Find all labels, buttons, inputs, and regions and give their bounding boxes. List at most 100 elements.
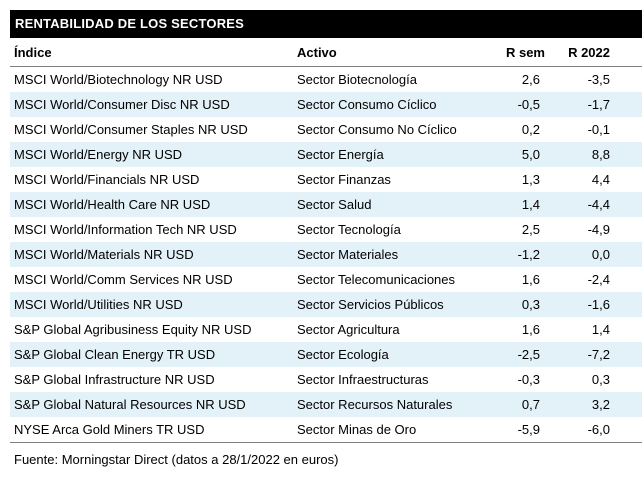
indice-cell: MSCI World/Financials NR USD: [14, 172, 200, 187]
r-sem-cell: 1,6: [521, 272, 540, 287]
r-sem-cell: -5,9: [480, 417, 545, 443]
activo-cell: Sector Finanzas: [297, 172, 391, 187]
table-row: S&P Global Infrastructure NR USD Sector …: [10, 367, 642, 392]
activo-cell: Sector Materiales: [293, 242, 480, 267]
report-title: RENTABILIDAD DE LOS SECTORES: [10, 10, 642, 38]
indice-cell: MSCI World/Consumer Disc NR USD: [10, 92, 293, 117]
table-row: MSCI World/Comm Services NR USD Sector T…: [10, 267, 642, 292]
indice-cell: MSCI World/Energy NR USD: [10, 142, 293, 167]
activo-cell: Sector Ecología: [293, 342, 480, 367]
r-2022-cell: -4,9: [587, 222, 610, 237]
r-sem-cell: 2,5: [521, 222, 540, 237]
table-row: S&P Global Clean Energy TR USD Sector Ec…: [10, 342, 642, 367]
r-2022-cell: -6,0: [545, 417, 610, 443]
r-sem-cell: 1,4: [480, 192, 545, 217]
table-row: MSCI World/Financials NR USD Sector Fina…: [10, 167, 642, 192]
table-row: S&P Global Agribusiness Equity NR USD Se…: [10, 317, 642, 342]
indice-cell: MSCI World/Consumer Staples NR USD: [14, 122, 248, 137]
table-header: Índice Activo R sem R 2022: [10, 38, 642, 67]
column-header-r-2022: R 2022: [545, 38, 610, 67]
table-row: MSCI World/Consumer Staples NR USD Secto…: [10, 117, 642, 142]
r-2022-cell: 8,8: [545, 142, 610, 167]
activo-cell: Sector Biotecnología: [297, 72, 417, 87]
activo-cell: Sector Infraestructuras: [297, 372, 429, 387]
spacer-cell: [610, 292, 642, 317]
r-2022-cell: -1,7: [545, 92, 610, 117]
column-header-r-sem: R sem: [480, 38, 545, 67]
activo-cell: Sector Tecnología: [297, 222, 401, 237]
r-2022-cell: -7,2: [545, 342, 610, 367]
r-sem-cell: 2,6: [521, 72, 540, 87]
indice-cell: MSCI World/Utilities NR USD: [10, 292, 293, 317]
r-sem-cell: 1,6: [521, 322, 540, 337]
r-2022-cell: -4,4: [545, 192, 610, 217]
r-sem-cell: 5,0: [480, 142, 545, 167]
r-2022-cell: -3,5: [587, 72, 610, 87]
spacer-cell: [610, 367, 642, 392]
spacer-cell: [610, 67, 642, 93]
column-header-spacer: [610, 38, 642, 67]
activo-cell: Sector Energía: [293, 142, 480, 167]
sector-returns-report: RENTABILIDAD DE LOS SECTORES Índice Acti…: [10, 10, 642, 467]
source-note: Fuente: Morningstar Direct (datos a 28/1…: [14, 452, 339, 467]
r-sem-cell: -0,3: [517, 372, 540, 387]
spacer-cell: [610, 242, 642, 267]
activo-cell: Sector Minas de Oro: [293, 417, 480, 443]
spacer-cell: [610, 342, 642, 367]
r-2022-cell: 0,0: [545, 242, 610, 267]
table-row: MSCI World/Information Tech NR USD Secto…: [10, 217, 642, 242]
table-body: MSCI World/Biotechnology NR USD Sector B…: [10, 67, 642, 443]
spacer-cell: [610, 217, 642, 242]
column-header-activo: Activo: [293, 38, 480, 67]
sector-returns-table: Índice Activo R sem R 2022 MSCI World/Bi…: [10, 38, 642, 443]
indice-cell: S&P Global Infrastructure NR USD: [14, 372, 215, 387]
r-2022-cell: 0,3: [591, 372, 610, 387]
r-2022-cell: 1,4: [591, 322, 610, 337]
indice-cell: MSCI World/Materials NR USD: [10, 242, 293, 267]
table-row: MSCI World/Biotechnology NR USD Sector B…: [10, 67, 642, 93]
indice-cell: MSCI World/Biotechnology NR USD: [14, 72, 223, 87]
indice-cell: MSCI World/Information Tech NR USD: [14, 222, 237, 237]
spacer-cell: [610, 142, 642, 167]
r-2022-cell: -2,4: [587, 272, 610, 287]
activo-cell: Sector Servicios Públicos: [293, 292, 480, 317]
spacer-cell: [610, 267, 642, 292]
header-row: Índice Activo R sem R 2022: [10, 38, 642, 67]
activo-cell: Sector Telecomunicaciones: [297, 272, 456, 287]
activo-cell: Sector Salud: [293, 192, 480, 217]
r-sem-cell: -1,2: [480, 242, 545, 267]
spacer-cell: [610, 417, 642, 443]
indice-cell: S&P Global Agribusiness Equity NR USD: [14, 322, 252, 337]
activo-cell: Sector Consumo No Cíclico: [297, 122, 457, 137]
table-row: MSCI World/Health Care NR USD Sector Sal…: [10, 192, 642, 217]
spacer-cell: [610, 392, 642, 417]
activo-cell: Sector Agricultura: [297, 322, 400, 337]
table-row: S&P Global Natural Resources NR USD Sect…: [10, 392, 642, 417]
indice-cell: NYSE Arca Gold Miners TR USD: [10, 417, 293, 443]
activo-cell: Sector Consumo Cíclico: [293, 92, 480, 117]
r-sem-cell: -0,5: [480, 92, 545, 117]
spacer-cell: [610, 167, 642, 192]
r-2022-cell: 4,4: [591, 172, 610, 187]
indice-cell: S&P Global Clean Energy TR USD: [10, 342, 293, 367]
indice-cell: S&P Global Natural Resources NR USD: [10, 392, 293, 417]
r-sem-cell: 0,7: [480, 392, 545, 417]
r-sem-cell: 1,3: [521, 172, 540, 187]
column-header-indice: Índice: [10, 38, 293, 67]
r-sem-cell: -2,5: [480, 342, 545, 367]
spacer-cell: [610, 117, 642, 142]
activo-cell: Sector Recursos Naturales: [293, 392, 480, 417]
r-2022-cell: -1,6: [545, 292, 610, 317]
indice-cell: MSCI World/Comm Services NR USD: [14, 272, 233, 287]
r-2022-cell: 3,2: [545, 392, 610, 417]
table-row: MSCI World/Consumer Disc NR USD Sector C…: [10, 92, 642, 117]
spacer-cell: [610, 317, 642, 342]
indice-cell: MSCI World/Health Care NR USD: [10, 192, 293, 217]
spacer-cell: [610, 92, 642, 117]
table-row: MSCI World/Energy NR USD Sector Energía …: [10, 142, 642, 167]
r-2022-cell: -0,1: [587, 122, 610, 137]
spacer-cell: [610, 192, 642, 217]
table-row: NYSE Arca Gold Miners TR USD Sector Mina…: [10, 417, 642, 443]
table-row: MSCI World/Utilities NR USD Sector Servi…: [10, 292, 642, 317]
table-row: MSCI World/Materials NR USD Sector Mater…: [10, 242, 642, 267]
